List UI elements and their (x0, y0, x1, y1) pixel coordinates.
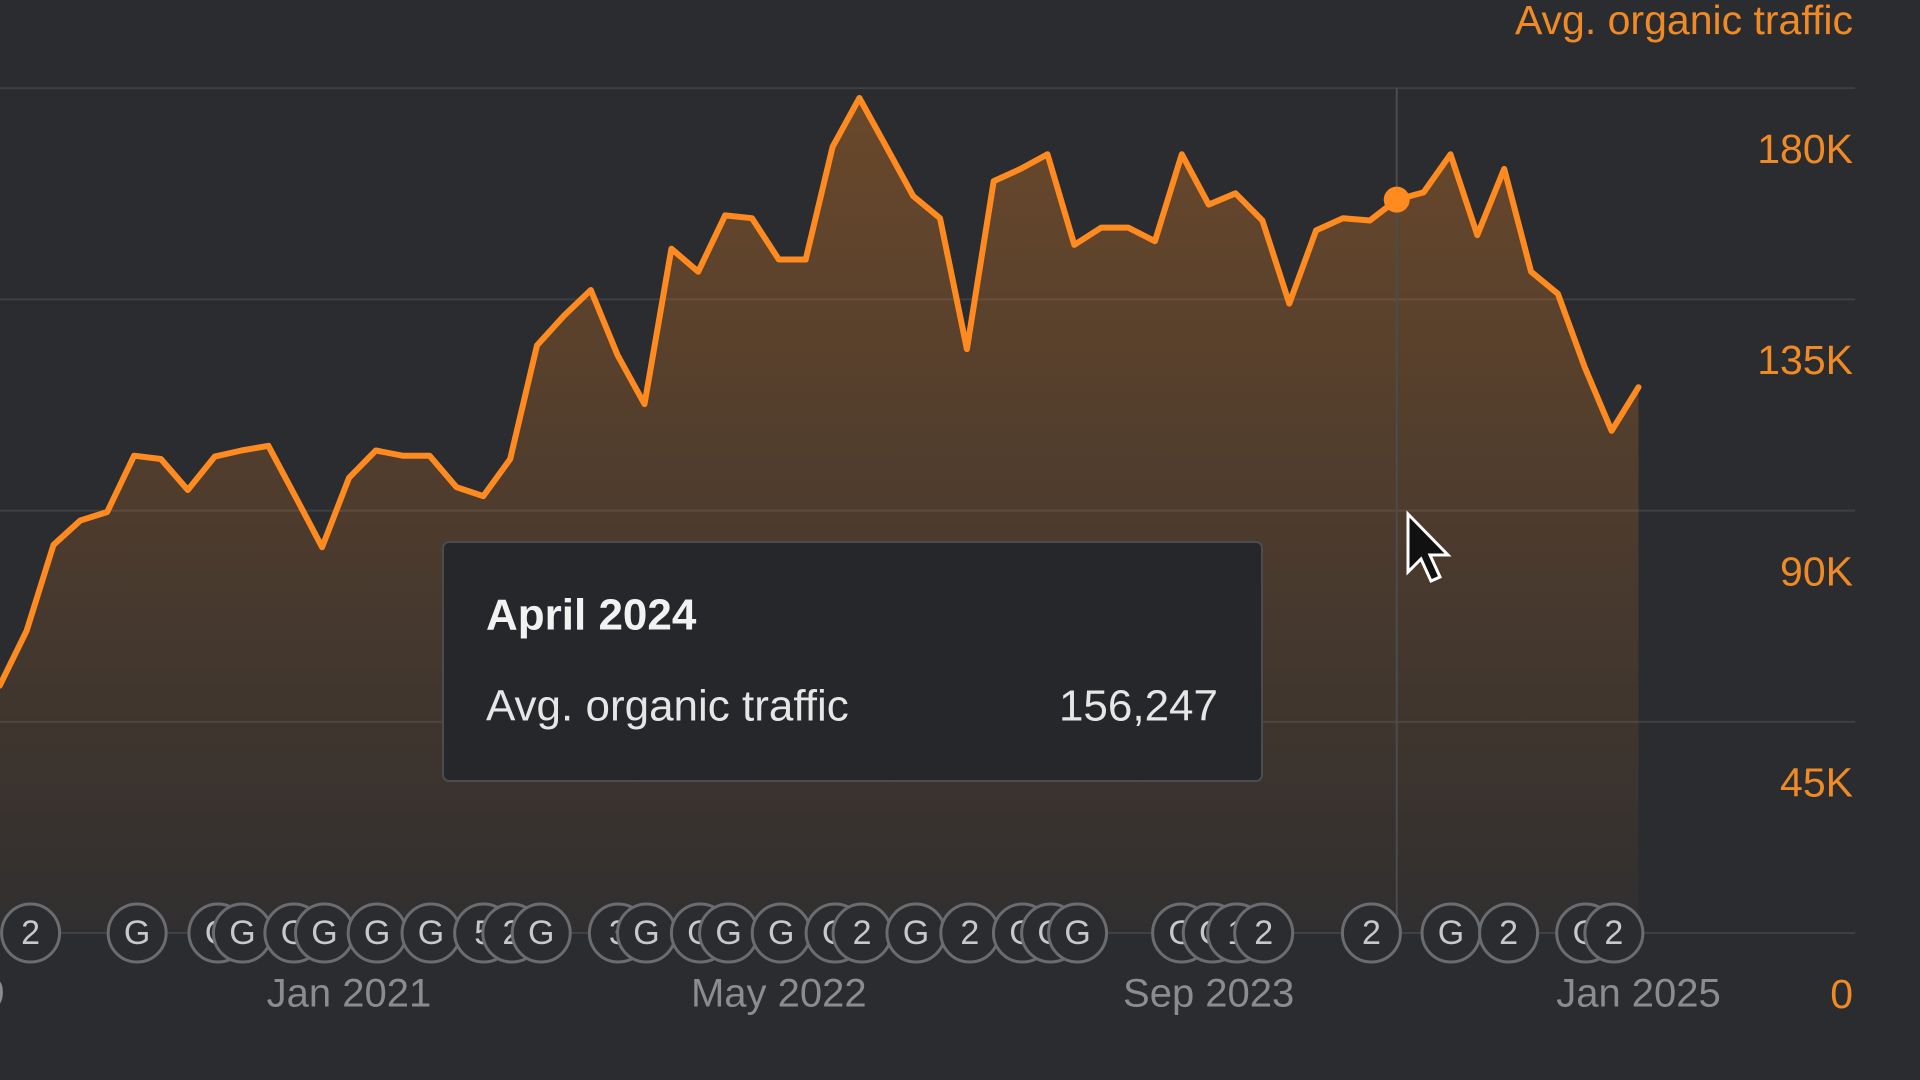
y-tick-label: 45K (1780, 760, 1853, 806)
mouse-cursor (1406, 510, 1452, 583)
annotation-marker (1583, 902, 1645, 964)
tooltip-value: 156,247 (1059, 682, 1218, 731)
annotation-label: G (903, 914, 929, 952)
annotation-label: G (229, 914, 255, 952)
annotation-marker (1233, 902, 1295, 964)
annotation-label: 2 (1254, 914, 1273, 952)
annotation-label: 2 (960, 914, 979, 952)
hover-point (1383, 186, 1410, 213)
annotation-marker (1478, 902, 1540, 964)
x-tick-label: Jan 2021 (267, 972, 432, 1016)
legend-label: Avg. organic traffic (1515, 0, 1853, 43)
x-tick-label: Sep 2023 (1123, 972, 1294, 1016)
tooltip-title: April 2024 (486, 591, 697, 640)
annotation-label: G (364, 914, 390, 952)
annotation-marker (1340, 902, 1402, 964)
y-tick-label: 90K (1780, 548, 1853, 594)
y-tick-label: 180K (1757, 126, 1853, 172)
annotation-label: 2 (1604, 914, 1623, 952)
tooltip-box (442, 541, 1263, 782)
x-tick-label: May 2022 (691, 972, 867, 1016)
annotation-label: G (633, 914, 659, 952)
annotation-label: 2 (21, 914, 40, 952)
annotation-label: G (311, 914, 337, 952)
line (0, 95, 1642, 689)
tooltip-label: Avg. organic traffic (486, 682, 849, 731)
y-tick-label: 0 (1830, 971, 1853, 1017)
y-tick-label: 135K (1757, 337, 1853, 383)
annotation-marker (510, 902, 572, 964)
annotation-label: 2 (1499, 914, 1518, 952)
annotation-marker (106, 902, 168, 964)
annotation-label: G (1438, 914, 1464, 952)
x-tick-label: Jan 2025 (1556, 972, 1721, 1016)
annotation-label: 2 (1362, 914, 1381, 952)
annotation-label: G (528, 914, 554, 952)
annotation-label: 2 (853, 914, 872, 952)
annotation-marker (0, 902, 62, 964)
annotation-label: G (768, 914, 794, 952)
x-tick-label: Sep 2019 (0, 972, 5, 1016)
annotation-label: G (418, 914, 444, 952)
annotation-label: G (124, 914, 150, 952)
annotation-label: G (715, 914, 741, 952)
annotation-label: G (1064, 914, 1090, 952)
tooltip: April 2024 Avg. organic traffic 156,247 (442, 541, 1263, 782)
annotation-marker (1047, 902, 1109, 964)
